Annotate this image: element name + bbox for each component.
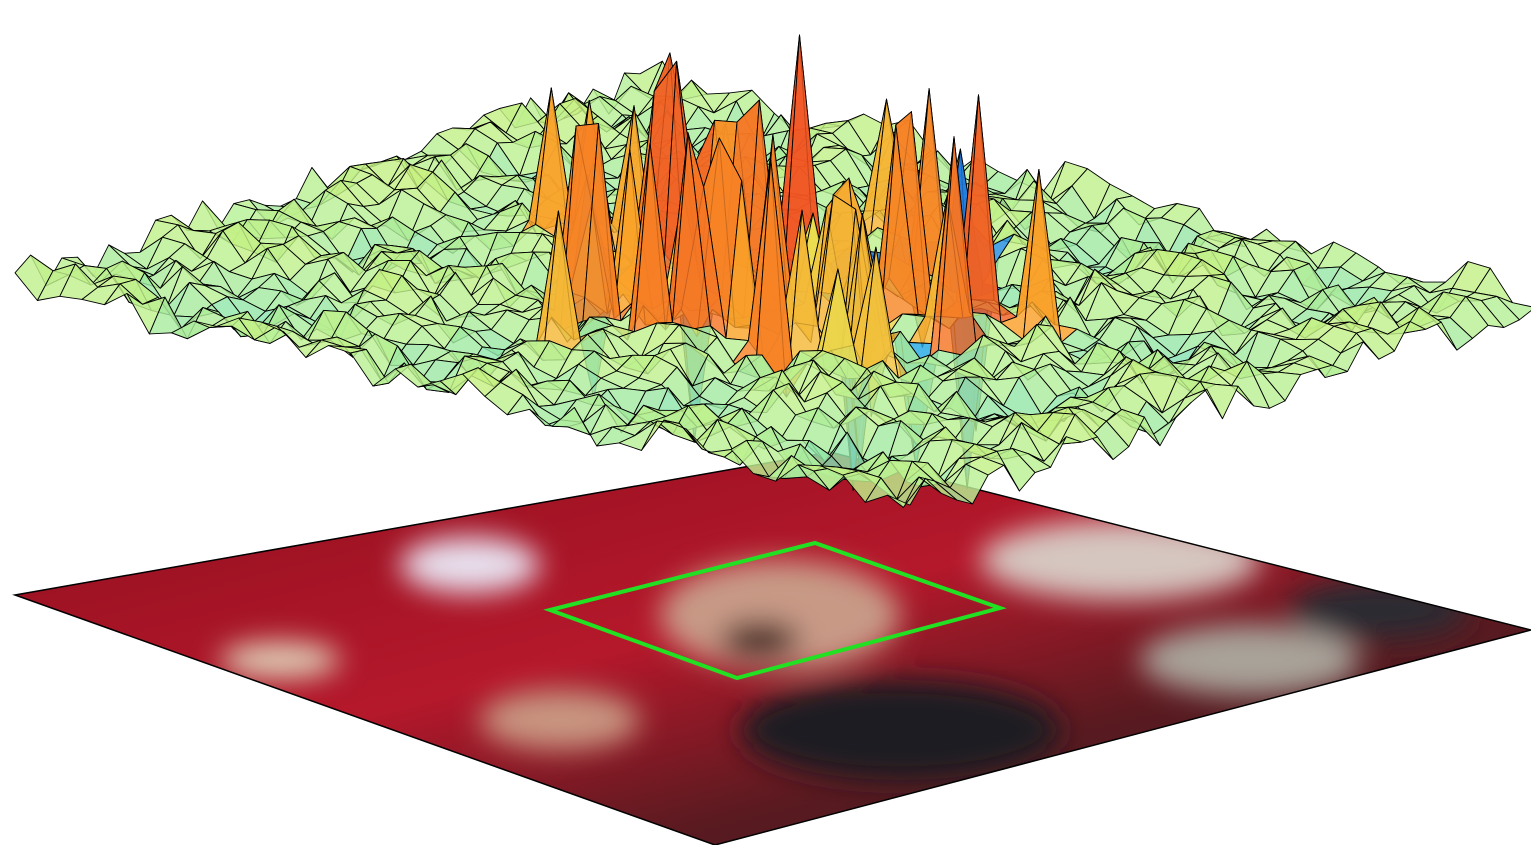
blob <box>1290 580 1470 640</box>
mesh-face <box>187 201 225 231</box>
blob <box>720 622 800 658</box>
blob <box>980 520 1260 600</box>
blob <box>400 537 540 593</box>
surface-mesh <box>15 35 1531 508</box>
scene <box>0 0 1531 845</box>
blob <box>220 642 340 678</box>
blob <box>740 680 1060 780</box>
blob <box>480 690 640 750</box>
page: (() => { const data = JSON.parse(documen… <box>0 0 1531 845</box>
image-plane <box>15 452 1531 845</box>
